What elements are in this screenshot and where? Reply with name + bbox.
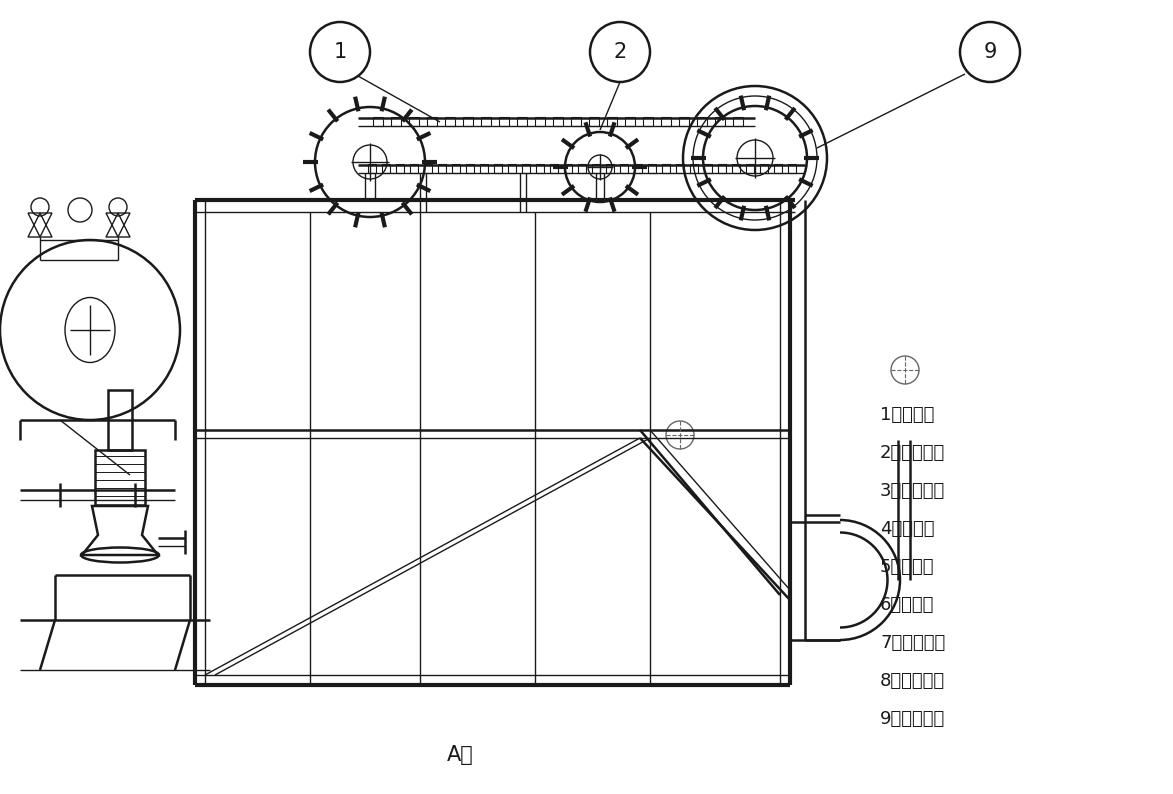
Text: 4、刷渣板: 4、刷渣板 <box>880 520 935 538</box>
Bar <box>517 117 527 126</box>
Bar <box>606 117 617 126</box>
Bar <box>550 164 558 173</box>
Text: 2: 2 <box>613 42 626 62</box>
Bar <box>452 164 460 173</box>
Bar <box>494 164 502 173</box>
Bar <box>633 164 642 173</box>
Bar <box>589 117 599 126</box>
Bar <box>662 164 670 173</box>
Bar <box>571 117 581 126</box>
Bar <box>690 164 698 173</box>
Bar <box>697 117 707 126</box>
Bar <box>411 164 418 173</box>
Bar <box>760 164 768 173</box>
Bar <box>606 164 613 173</box>
Bar <box>621 164 628 173</box>
Text: 3、检修爬梯: 3、检修爬梯 <box>880 482 945 500</box>
Bar <box>536 164 544 173</box>
Text: 5、溶气罐: 5、溶气罐 <box>880 558 935 576</box>
Bar <box>746 164 754 173</box>
Bar <box>508 164 516 173</box>
Text: 1: 1 <box>333 42 347 62</box>
Bar <box>662 117 671 126</box>
Text: 9、驱动电机: 9、驱动电机 <box>880 710 945 728</box>
Bar <box>409 117 419 126</box>
Bar <box>774 164 782 173</box>
Bar <box>718 164 726 173</box>
Bar <box>382 164 389 173</box>
Bar <box>108 390 133 450</box>
Bar <box>391 117 401 126</box>
Bar <box>679 117 689 126</box>
Bar <box>732 164 740 173</box>
Bar <box>373 117 384 126</box>
Bar <box>592 164 601 173</box>
Text: 2、刷渣链条: 2、刷渣链条 <box>880 444 945 462</box>
Bar <box>466 164 474 173</box>
Text: 6、溶气泵: 6、溶气泵 <box>880 596 935 614</box>
Bar <box>480 164 488 173</box>
Text: 7、控制系统: 7、控制系统 <box>880 634 945 652</box>
Bar <box>522 164 530 173</box>
Bar <box>95 450 145 505</box>
Bar <box>535 117 545 126</box>
Bar <box>427 117 438 126</box>
Bar <box>564 164 572 173</box>
Bar <box>716 117 725 126</box>
Bar <box>423 164 432 173</box>
Bar <box>788 164 796 173</box>
Bar <box>552 117 563 126</box>
Bar <box>396 164 404 173</box>
Bar <box>704 164 712 173</box>
Bar <box>733 117 743 126</box>
Bar <box>438 164 446 173</box>
Bar <box>463 117 473 126</box>
Text: A向: A向 <box>447 745 474 765</box>
Text: 9: 9 <box>983 42 997 62</box>
Bar <box>625 117 635 126</box>
Text: 8、链条支座: 8、链条支座 <box>880 672 945 690</box>
Bar <box>647 164 656 173</box>
Bar <box>676 164 684 173</box>
Bar <box>578 164 586 173</box>
Text: 1、刷渣板: 1、刷渣板 <box>880 406 935 424</box>
Bar <box>499 117 509 126</box>
Bar <box>643 117 653 126</box>
Bar <box>445 117 455 126</box>
Bar <box>368 164 377 173</box>
Bar <box>481 117 491 126</box>
